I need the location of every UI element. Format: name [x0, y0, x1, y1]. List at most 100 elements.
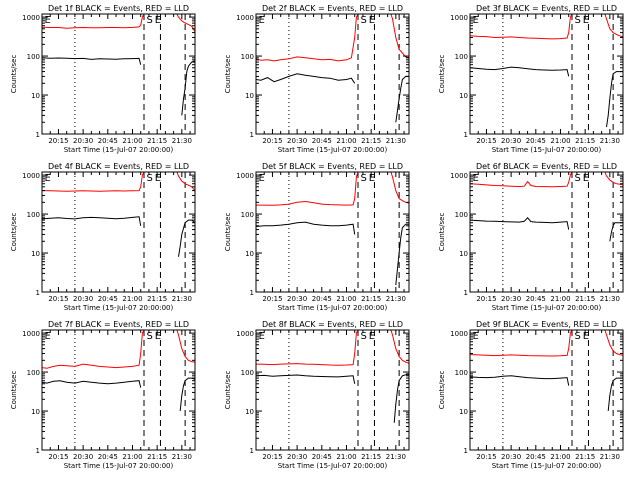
events-series-line [606, 71, 623, 128]
chart-title: Det 9f BLACK = Events, RED = LLD [476, 320, 617, 329]
events-series-line [256, 374, 356, 384]
x-tick-label: 21:15 [147, 453, 167, 461]
plot-frame [255, 171, 410, 293]
x-tick-label: 20:45 [312, 137, 332, 145]
y-tick-label: 1 [36, 447, 40, 455]
lld-series-line [175, 172, 195, 191]
x-tick-label: 20:45 [312, 453, 332, 461]
lld-series-line [42, 172, 145, 192]
events-series-line [42, 57, 142, 65]
plot-frame [41, 13, 196, 135]
x-axis-label: Start Time (15-Jul-07 20:00:00) [278, 146, 388, 154]
y-axis-label: Counts/sec [224, 55, 232, 94]
events-series-line [393, 374, 409, 423]
annotation-label: E [472, 331, 478, 342]
lld-series-line [389, 172, 409, 204]
x-tick-label: 21:30 [386, 295, 406, 303]
plot-frame [255, 13, 410, 135]
annotation-label: E [583, 331, 589, 342]
events-series-line [470, 66, 570, 77]
y-tick-label: 1000 [450, 172, 468, 180]
x-tick-label: 20:45 [98, 453, 118, 461]
y-axis-label: Counts/sec [438, 55, 446, 94]
events-series-line [609, 222, 623, 242]
events-series-line [178, 219, 195, 257]
events-series-line [470, 217, 570, 230]
annotation-label: S [146, 331, 152, 342]
events-series-line [181, 60, 195, 116]
x-tick-label: 20:45 [526, 137, 546, 145]
annotation-label: E [258, 173, 264, 184]
x-tick-label: 20:30 [501, 295, 521, 303]
plot-frame [255, 329, 410, 451]
x-tick-label: 21:00 [550, 453, 570, 461]
annotation-label: E [258, 331, 264, 342]
lld-series-line [389, 330, 409, 364]
x-tick-label: 20:30 [287, 295, 307, 303]
y-tick-label: 1 [36, 131, 40, 139]
x-axis-label: Start Time (15-Jul-07 20:00:00) [64, 462, 174, 470]
y-tick-label: 10 [459, 408, 468, 416]
plot-frame [469, 171, 624, 293]
x-tick-label: 21:00 [122, 453, 142, 461]
annotation-label: E [155, 331, 161, 342]
y-tick-label: 10 [459, 92, 468, 100]
x-tick-label: 20:15 [476, 137, 496, 145]
x-tick-label: 21:15 [575, 453, 595, 461]
x-axis-label: Start Time (15-Jul-07 20:00:00) [64, 304, 174, 312]
annotation-label: E [155, 15, 161, 26]
y-tick-label: 100 [27, 53, 40, 61]
x-tick-label: 20:45 [98, 295, 118, 303]
y-axis-label: Counts/sec [10, 55, 18, 94]
y-tick-label: 10 [31, 92, 40, 100]
annotation-label: S [146, 173, 152, 184]
x-tick-label: 20:15 [262, 453, 282, 461]
x-tick-label: 20:15 [48, 137, 68, 145]
x-tick-label: 21:30 [600, 295, 620, 303]
x-tick-label: 20:45 [312, 295, 332, 303]
events-series-line [179, 377, 195, 412]
y-tick-label: 1000 [236, 172, 254, 180]
lld-series-line [470, 14, 573, 40]
x-tick-label: 21:15 [147, 295, 167, 303]
chart-title: Det 3f BLACK = Events, RED = LLD [476, 4, 617, 13]
y-axis-label: Counts/sec [10, 371, 18, 410]
annotation-label: E [369, 173, 375, 184]
chart-title: Det 4f BLACK = Events, RED = LLD [48, 162, 189, 171]
y-tick-label: 1000 [22, 330, 40, 338]
chart-title: Det 6f BLACK = Events, RED = LLD [476, 162, 617, 171]
lld-series-line [603, 330, 623, 356]
y-tick-label: 100 [241, 53, 254, 61]
lld-series-line [42, 330, 145, 369]
chart-title: Det 1f BLACK = Events, RED = LLD [48, 4, 189, 13]
chart-title: Det 2f BLACK = Events, RED = LLD [262, 4, 403, 13]
lld-series-line [256, 330, 359, 366]
y-tick-label: 1 [36, 289, 40, 297]
annotation-label: E [583, 15, 589, 26]
x-axis-label: Start Time (15-Jul-07 20:00:00) [278, 462, 388, 470]
events-series-line [42, 216, 142, 226]
annotation-label: S [146, 15, 152, 26]
annotation-label: S [360, 15, 366, 26]
y-tick-label: 1 [464, 131, 468, 139]
events-series-line [256, 221, 356, 235]
y-tick-label: 100 [27, 211, 40, 219]
y-tick-label: 100 [455, 53, 468, 61]
x-tick-label: 21:00 [336, 295, 356, 303]
y-tick-label: 1000 [236, 14, 254, 22]
x-tick-label: 21:00 [336, 453, 356, 461]
annotation-label: E [472, 15, 478, 26]
lld-series-line [42, 14, 146, 29]
y-tick-label: 10 [245, 250, 254, 258]
annotation-label: S [574, 331, 580, 342]
x-tick-label: 20:15 [262, 137, 282, 145]
x-tick-label: 20:30 [73, 453, 93, 461]
x-tick-label: 21:15 [575, 295, 595, 303]
annotation-label: E [369, 331, 375, 342]
x-tick-label: 21:15 [361, 453, 381, 461]
x-tick-label: 20:30 [287, 137, 307, 145]
y-tick-label: 1000 [450, 330, 468, 338]
